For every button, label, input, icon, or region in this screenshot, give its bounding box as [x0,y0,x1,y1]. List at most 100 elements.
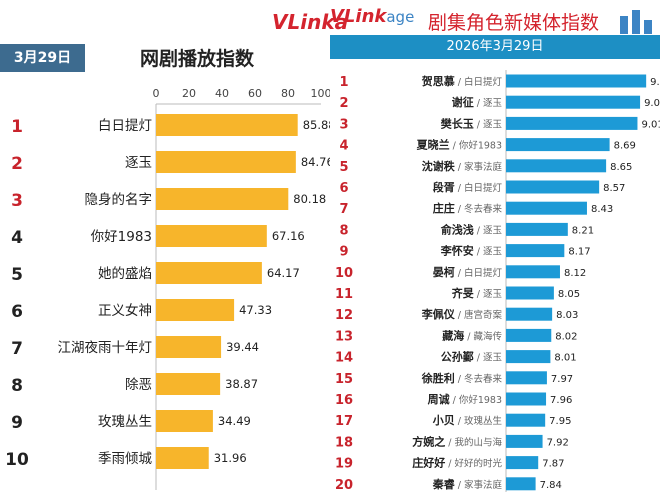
character-label: 李怀安 / 逐玉 [440,244,503,258]
rank-number: 9 [11,413,23,433]
drama-name: / 冬去春来 [455,373,503,385]
rank-number: 6 [339,181,348,196]
value-label: 8.57 [603,183,625,194]
rank-number: 9 [339,245,348,260]
x-tick-label: 0 [153,87,160,100]
bar [506,392,547,406]
value-label: 9.04 [644,98,660,109]
value-label: 64.17 [267,266,300,280]
bar [156,299,235,321]
drama-name: / 家事法庭 [455,479,503,491]
character-name: 齐旻 [452,286,474,300]
character-name: 公孙鄞 [441,350,474,364]
drama-name-label: 白日提灯 [98,118,152,134]
character-name: 周诚 [428,392,450,406]
value-label: 85.88 [303,118,330,132]
bar [506,477,536,491]
bar [506,286,554,300]
drama-name: / 逐玉 [474,119,503,130]
rank-number: 3 [339,117,348,132]
bar [156,373,221,395]
character-name: 李佩仪 [421,307,456,321]
bar [156,447,209,469]
character-name: 方婉之 [412,434,445,448]
x-tick-label: 20 [182,87,196,100]
rank-number: 11 [335,287,353,302]
bar [506,222,568,236]
drama-name: / 你好1983 [450,394,502,406]
drama-name: / 逐玉 [474,98,503,109]
character-label: 秦睿 / 家事法庭 [432,477,503,491]
character-name: 李怀安 [440,244,474,258]
left-chart-title: 网剧播放指数 [140,48,255,70]
character-label: 夏晓兰 / 你好1983 [417,138,502,152]
bar [506,95,641,109]
bar [506,371,547,385]
value-label: 84.76 [301,155,330,169]
character-label: 李佩仪 / 唐宫奇案 [421,307,503,321]
corner-logo-text: 2 1 3 [618,2,644,12]
value-label: 8.17 [568,247,590,258]
value-label: 8.03 [556,310,578,321]
rank-number: 14 [335,351,353,366]
vlinkage-logo-secondary: VLinkage [330,6,414,27]
rank-number: 1 [339,75,348,90]
bar [506,456,539,470]
drama-name: / 藏海传 [464,330,502,342]
character-label: 段胥 / 白日提灯 [433,180,503,194]
drama-name: / 唐宫奇案 [455,309,503,321]
character-label: 俞浅浅 / 逐玉 [440,222,503,236]
bar [156,114,298,136]
character-name: 晏柯 [433,265,455,279]
bar [506,116,638,130]
drama-name-label: 江湖夜雨十年灯 [58,340,153,356]
rank-number: 3 [11,191,23,211]
rank-number: 5 [339,160,348,175]
bar [156,188,289,210]
character-name: 俞浅浅 [440,222,474,236]
bar [156,336,222,358]
value-label: 8.69 [614,141,636,152]
value-label: 80.18 [293,192,326,206]
character-label: 徐胜利 / 冬去春来 [421,371,503,385]
bar [156,151,296,173]
value-label: 38.87 [225,377,258,391]
bar [156,410,213,432]
drama-name: / 逐玉 [474,289,503,300]
bar [506,328,552,342]
value-label: 7.96 [550,395,572,406]
value-label: 31.96 [214,451,247,465]
rank-number: 8 [339,223,348,238]
character-label: 贺思慕 / 白日提灯 [421,74,503,88]
x-tick-label: 80 [281,87,295,100]
character-label: 小贝 / 玫瑰丛生 [432,413,503,427]
rank-number: 18 [335,435,353,450]
character-label: 沈谢秩 / 家事法庭 [422,159,503,173]
character-label: 谢征 / 逐玉 [452,95,503,109]
value-label: 7.95 [549,416,571,427]
bar [506,180,600,194]
drama-name-label: 季雨倾城 [98,451,152,467]
character-name: 樊长玉 [441,116,474,130]
rank-number: 7 [11,339,23,359]
rank-number: 19 [335,457,353,472]
character-name: 藏海 [442,328,464,342]
left-bar-chart: 0 20 40 60 80 100 1 白日提灯 85.88 2 逐玉 84.76 3 隐身的名字 80.1… [5,87,330,490]
character-label: 樊长玉 / 逐玉 [441,116,503,130]
character-name: 秦睿 [432,477,456,491]
character-label: 齐旻 / 逐玉 [452,286,503,300]
character-label: 方婉之 / 我的山与海 [412,434,502,448]
character-name: 庄庄 [433,201,455,215]
bar [506,159,607,173]
drama-name-label: 她的盛焰 [98,266,152,282]
drama-name-label: 逐玉 [125,155,152,171]
drama-name: / 白日提灯 [455,267,503,279]
rank-number: 2 [11,154,23,174]
bar [506,244,565,258]
rank-number: 1 [11,117,23,137]
character-name: 小贝 [432,413,455,427]
drama-name-label: 玫瑰丛生 [98,414,152,430]
drama-name: / 逐玉 [474,247,503,258]
rank-number: 17 [335,414,353,429]
character-name: 谢征 [452,95,474,109]
